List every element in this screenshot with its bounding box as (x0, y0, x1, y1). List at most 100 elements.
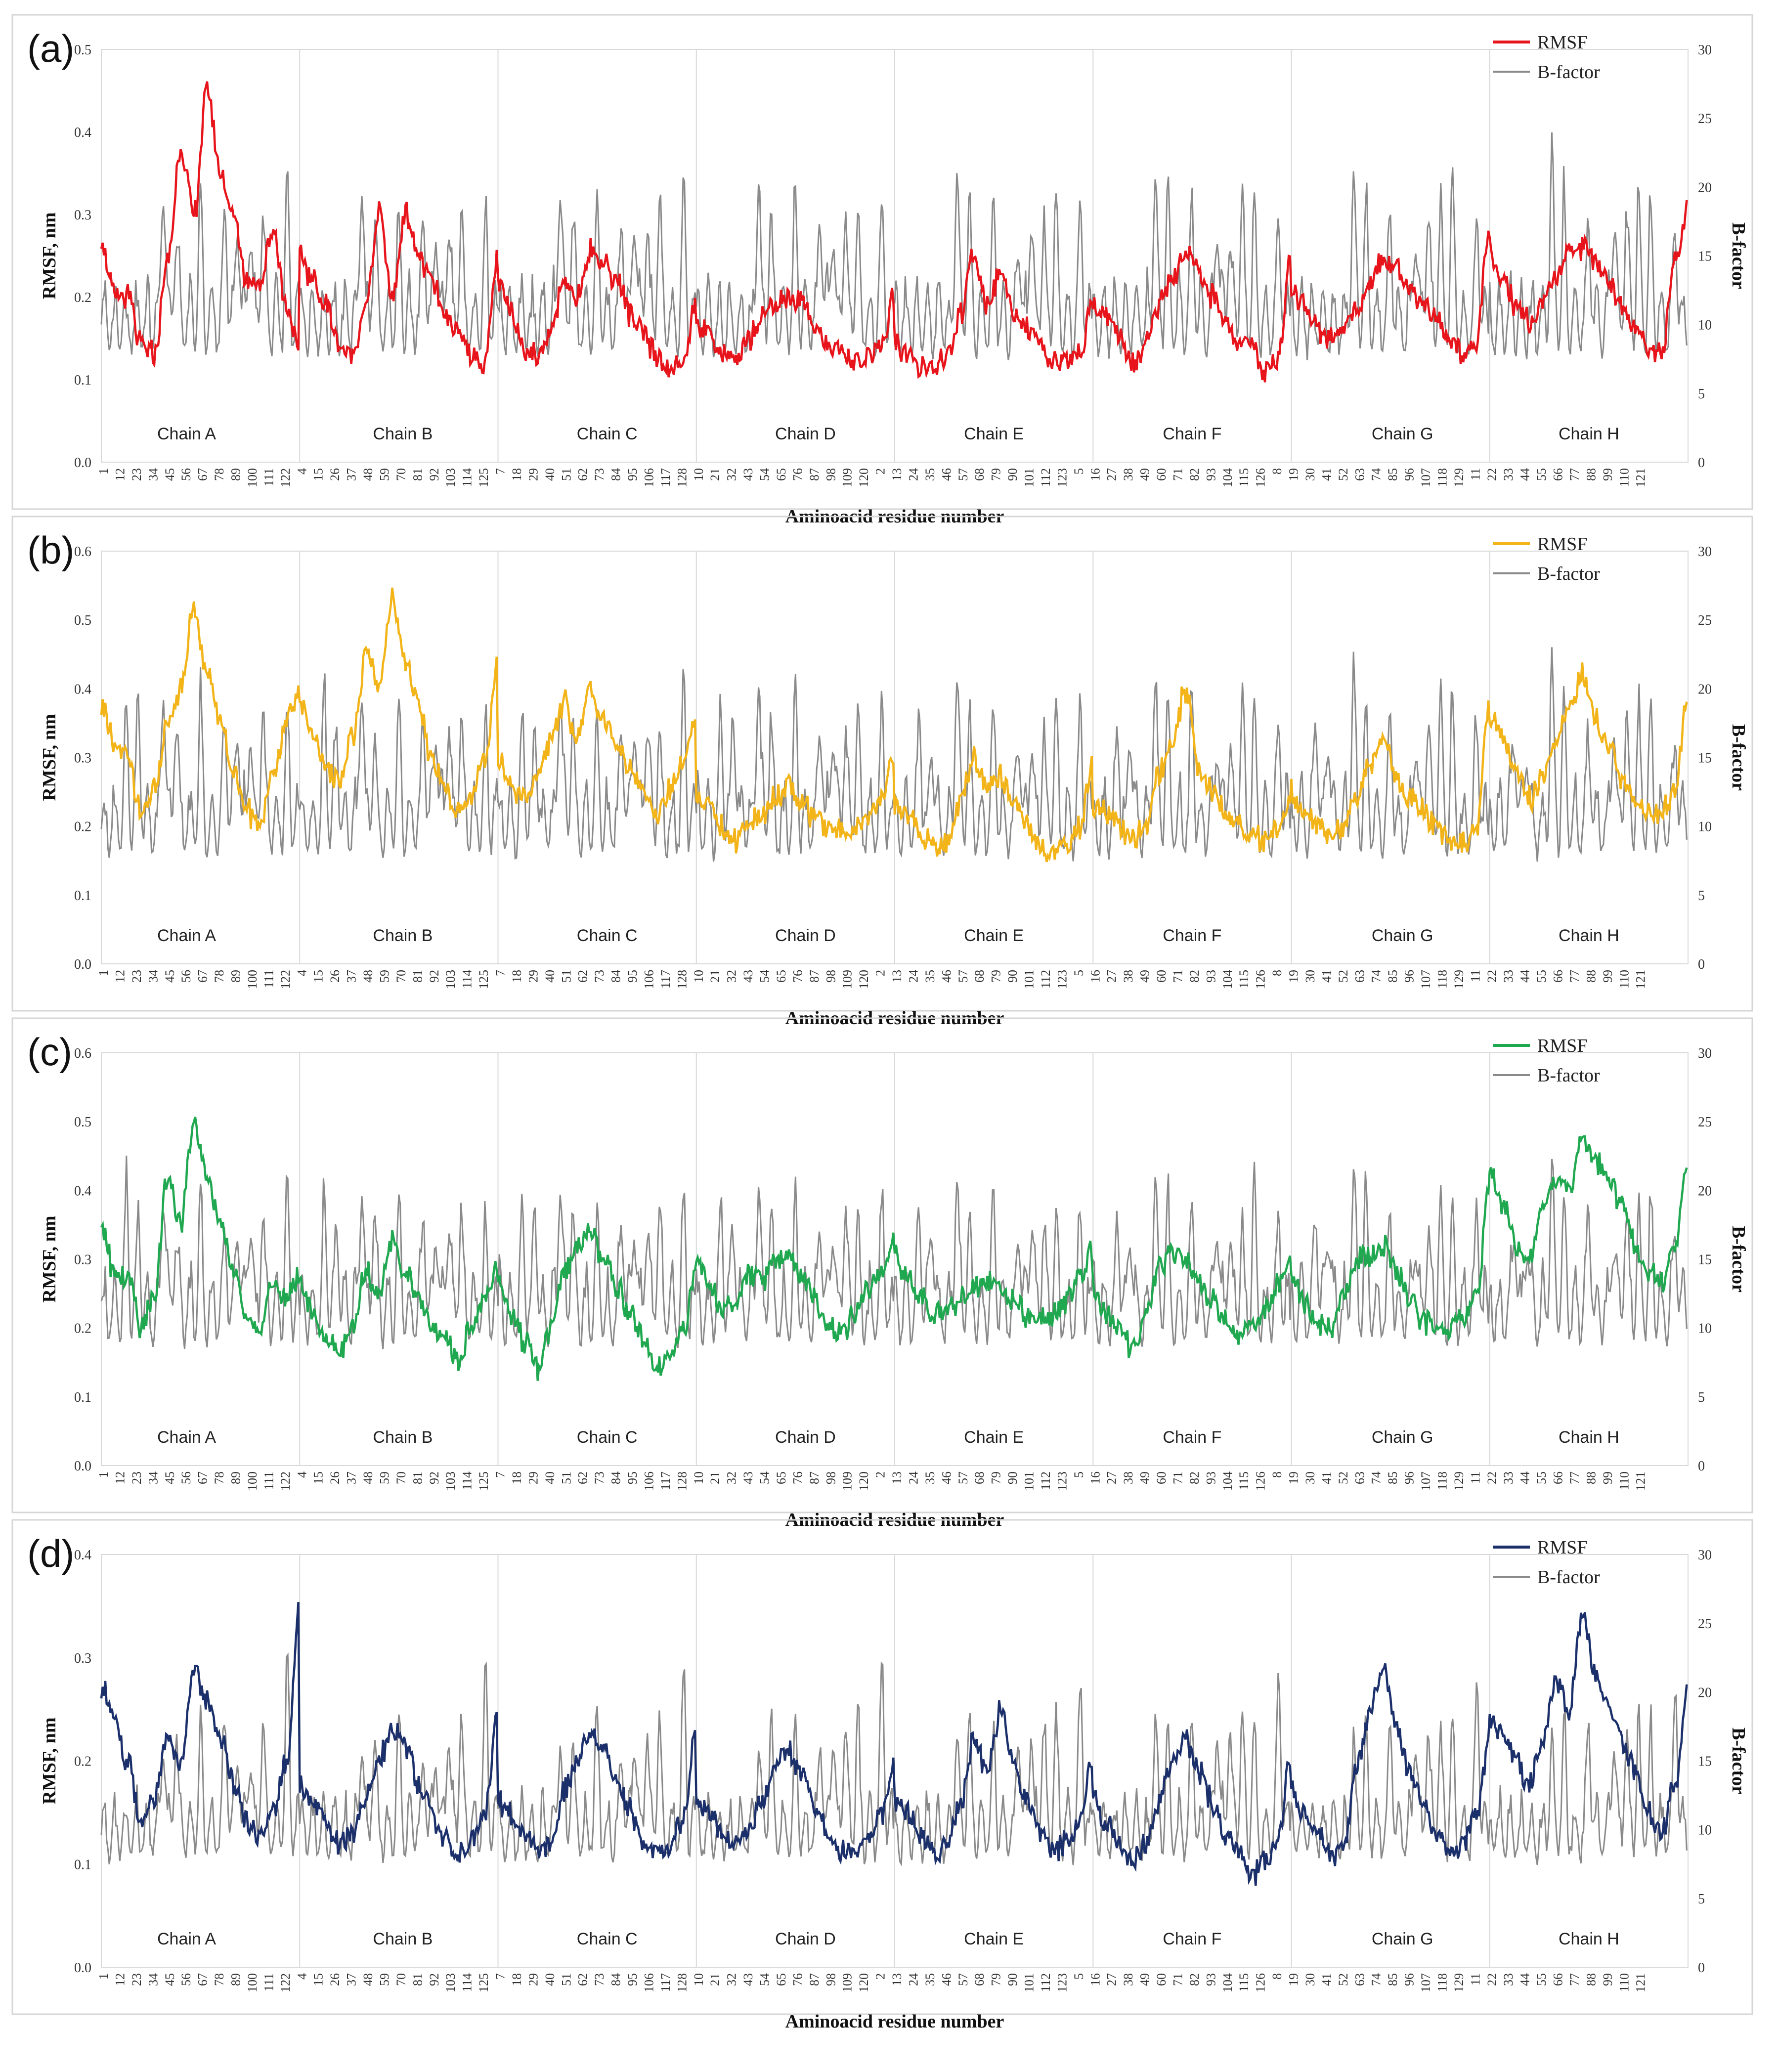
x-tick-label: 40 (543, 1471, 557, 1484)
x-tick-label: 23 (130, 1973, 144, 1986)
y-right-tick-label: 25 (1698, 1616, 1712, 1632)
x-tick-label: 52 (1336, 1973, 1350, 1986)
y-right-tick-label: 15 (1698, 751, 1712, 766)
x-tick-label: 32 (725, 468, 739, 481)
x-tick-label: 59 (377, 970, 391, 983)
x-tick-label: 19 (1287, 1973, 1301, 1986)
x-tick-label: 120 (857, 1973, 871, 1992)
x-tick-label: 101 (1022, 1973, 1037, 1992)
y-right-tick-label: 30 (1698, 1046, 1712, 1061)
x-tick-label: 107 (1419, 468, 1433, 487)
y-right-tick-label: 5 (1698, 888, 1705, 904)
panel-border (11, 516, 1753, 1012)
x-tick-label: 67 (196, 970, 210, 983)
x-tick-label: 65 (774, 1973, 788, 1986)
x-tick-label: 19 (1287, 1471, 1301, 1484)
x-axis-title: Aminoacid residue number (785, 2011, 1004, 2032)
x-tick-label: 73 (592, 1471, 607, 1484)
x-tick-label: 109 (840, 468, 855, 487)
x-tick-label: 51 (559, 1973, 573, 1986)
x-tick-label: 43 (741, 468, 755, 481)
x-tick-label: 74 (1369, 1973, 1384, 1986)
chain-label: Chain H (1559, 926, 1619, 945)
x-tick-label: 65 (774, 1471, 788, 1484)
x-tick-label: 95 (625, 970, 640, 983)
x-tick-label: 120 (857, 970, 871, 989)
x-tick-label: 49 (1138, 468, 1152, 481)
x-tick-label: 15 (311, 1471, 326, 1484)
x-tick-label: 85 (1386, 970, 1400, 983)
y-left-tick-label: 0.5 (74, 613, 91, 628)
x-tick-label: 128 (675, 468, 689, 487)
x-tick-label: 129 (1452, 1471, 1466, 1491)
chain-label: Chain H (1559, 1428, 1619, 1447)
x-tick-label: 73 (592, 970, 607, 983)
x-tick-label: 13 (890, 970, 904, 983)
x-tick-label: 93 (1204, 468, 1218, 481)
y-right-tick-label: 15 (1698, 1754, 1712, 1770)
y-left-tick-label: 0.5 (74, 1115, 91, 1130)
x-tick-label: 57 (956, 1471, 970, 1484)
x-tick-label: 88 (1584, 1471, 1598, 1484)
x-tick-label: 2 (873, 468, 888, 475)
panel-letter: (d) (27, 1532, 74, 1575)
y-right-tick-label: 10 (1698, 318, 1712, 333)
x-tick-label: 115 (1237, 970, 1251, 989)
x-tick-label: 27 (1105, 468, 1119, 481)
y-left-tick-label: 0.0 (74, 1459, 91, 1474)
x-tick-label: 38 (1121, 468, 1135, 481)
x-tick-label: 56 (179, 468, 193, 481)
x-tick-label: 103 (443, 970, 458, 989)
x-tick-label: 73 (592, 468, 607, 481)
x-tick-label: 29 (526, 970, 540, 983)
x-tick-label: 51 (559, 970, 573, 983)
x-tick-label: 5 (1072, 1471, 1086, 1478)
x-tick-label: 111 (261, 1471, 276, 1490)
x-tick-label: 43 (741, 970, 755, 983)
x-tick-label: 68 (972, 1973, 987, 1986)
x-tick-label: 129 (1452, 468, 1466, 487)
x-tick-label: 21 (708, 1973, 722, 1986)
x-tick-label: 13 (890, 1471, 904, 1484)
x-tick-label: 21 (708, 970, 722, 983)
x-tick-label: 7 (493, 970, 508, 976)
y-right-tick-label: 25 (1698, 111, 1712, 127)
y-right-tick-label: 30 (1698, 43, 1712, 58)
y-left-tick-label: 0.3 (74, 1651, 91, 1666)
x-tick-label: 60 (1154, 1973, 1169, 1986)
x-tick-label: 115 (1237, 468, 1251, 487)
x-tick-label: 88 (1584, 970, 1598, 983)
x-tick-label: 40 (543, 468, 557, 481)
chain-label: Chain E (964, 425, 1024, 443)
x-tick-label: 89 (229, 468, 243, 481)
y-left-tick-label: 0.2 (74, 820, 91, 835)
y-left-tick-label: 0.4 (74, 682, 91, 697)
x-tick-label: 21 (708, 1471, 722, 1484)
chain-label: Chain F (1163, 1930, 1221, 1948)
x-tick-label: 120 (857, 468, 871, 487)
x-tick-label: 85 (1386, 1973, 1400, 1986)
x-tick-label: 41 (1319, 468, 1334, 481)
x-tick-label: 117 (658, 1973, 673, 1992)
x-tick-label: 10 (692, 970, 706, 983)
y-left-tick-label: 0.2 (74, 1321, 91, 1337)
x-tick-label: 99 (1601, 1973, 1615, 1986)
chain-label: Chain D (775, 1930, 836, 1948)
x-tick-label: 48 (361, 1973, 375, 1986)
y-right-tick-label: 20 (1698, 180, 1712, 195)
x-tick-label: 37 (345, 970, 359, 983)
x-tick-label: 117 (658, 468, 673, 487)
legend-bfactor-label: B-factor (1537, 563, 1600, 584)
y-right-tick-label: 30 (1698, 1548, 1712, 1563)
x-tick-label: 109 (840, 1973, 855, 1992)
x-tick-label: 89 (229, 1973, 243, 1986)
x-tick-label: 126 (1254, 1973, 1268, 1992)
x-tick-label: 12 (113, 468, 127, 481)
chain-label: Chain G (1372, 1428, 1433, 1447)
chain-label: Chain C (577, 1428, 638, 1447)
x-tick-label: 92 (427, 1973, 441, 1986)
x-tick-label: 18 (510, 468, 524, 481)
x-tick-label: 121 (1634, 1471, 1648, 1491)
x-tick-label: 71 (1171, 1973, 1185, 1986)
